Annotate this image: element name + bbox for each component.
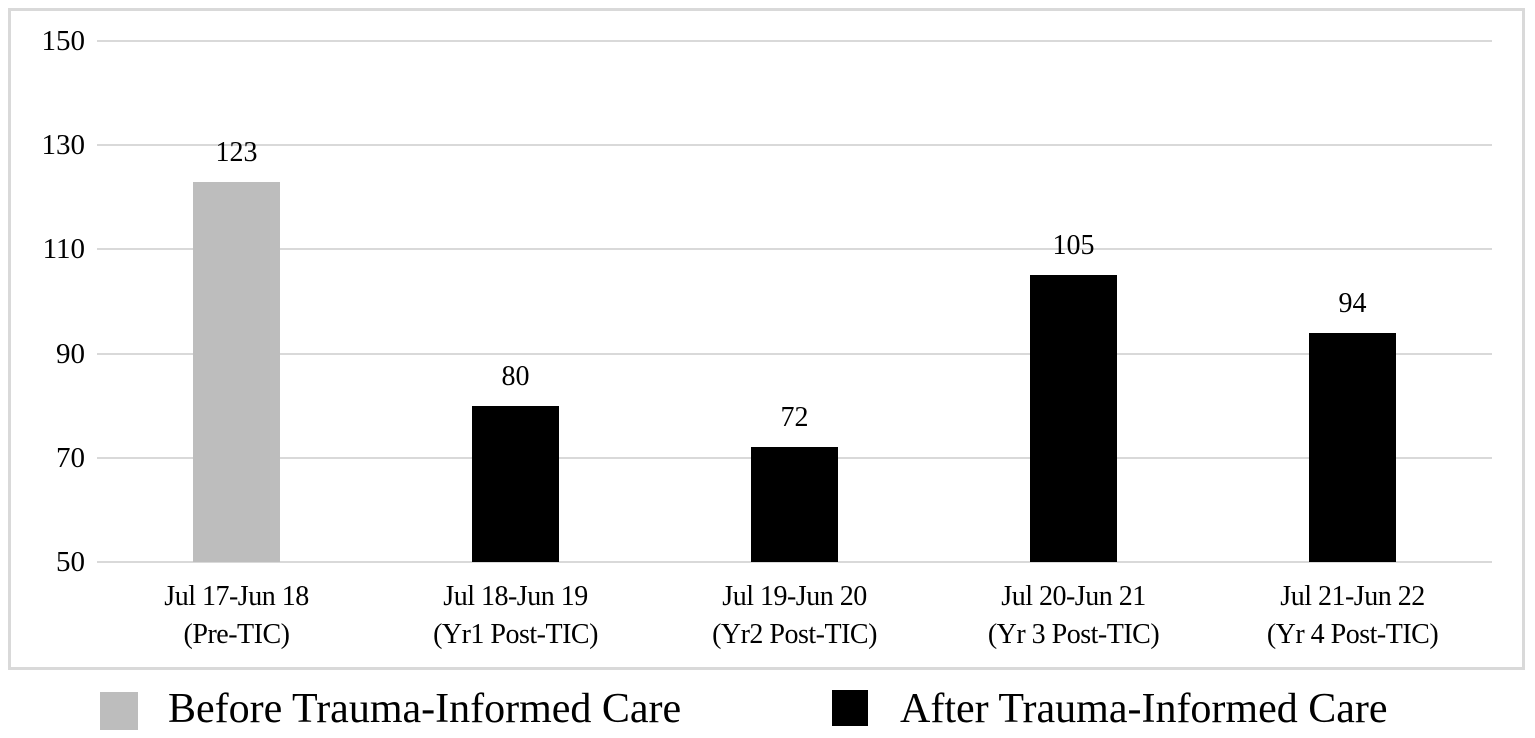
bar-4 <box>1030 275 1117 562</box>
x-label-phase: (Yr1 Post-TIC) <box>433 619 598 650</box>
bar-2 <box>472 405 559 562</box>
gridline-150 <box>97 40 1492 42</box>
x-label-phase: (Yr2 Post-TIC) <box>712 619 877 650</box>
x-label-period: Jul 17-Jun 18 <box>164 581 309 612</box>
x-label-period: Jul 18-Jun 19 <box>443 581 588 612</box>
legend-swatch-before <box>100 692 138 730</box>
bar-value-label: 105 <box>1052 230 1095 262</box>
x-category-label: Jul 19-Jun 20 (Yr2 Post-TIC) <box>655 578 934 654</box>
bar-value-label: 94 <box>1338 287 1367 319</box>
legend-swatch-after <box>832 690 868 726</box>
y-tick-label-150: 150 <box>41 25 86 57</box>
y-tick-label-90: 90 <box>56 337 85 370</box>
x-label-period: Jul 20-Jun 21 <box>1001 581 1146 612</box>
bar-3 <box>751 447 838 562</box>
bar-5 <box>1309 332 1396 562</box>
x-category-label: Jul 18-Jun 19 (Yr1 Post-TIC) <box>376 578 655 654</box>
x-category-label: Jul 21-Jun 22 (Yr 4 Post-TIC) <box>1213 578 1492 654</box>
x-category-label: Jul 20-Jun 21 (Yr 3 Post-TIC) <box>934 578 1213 654</box>
bar-value-label: 123 <box>215 136 258 168</box>
gridline-110 <box>97 248 1492 251</box>
y-tick-label-130: 130 <box>41 129 86 162</box>
gridline-90 <box>97 352 1492 355</box>
x-label-phase: (Yr 4 Post-TIC) <box>1266 619 1439 650</box>
bar-value-label: 80 <box>501 360 530 392</box>
x-label-period: Jul 19-Jun 20 <box>722 581 867 612</box>
x-label-phase: (Pre-TIC) <box>183 619 290 650</box>
gridline-130 <box>97 144 1492 147</box>
gridline-50 <box>97 561 1492 563</box>
y-tick-label-50: 50 <box>56 546 85 578</box>
x-category-label: Jul 17-Jun 18 (Pre-TIC) <box>97 578 376 654</box>
legend-label-after: After Trauma-Informed Care <box>900 686 1388 732</box>
bar-1 <box>193 181 280 562</box>
y-tick-label-110: 110 <box>42 233 85 266</box>
legend-label-before: Before Trauma-Informed Care <box>168 686 682 732</box>
legend: Before Trauma-Informed Care After Trauma… <box>0 680 1535 738</box>
x-label-period: Jul 21-Jun 22 <box>1280 581 1425 612</box>
bar-value-label: 72 <box>780 402 809 434</box>
plot-area: 123 80 72 105 94 <box>97 40 1492 563</box>
x-label-phase: (Yr 3 Post-TIC) <box>987 619 1160 650</box>
y-tick-label-70: 70 <box>56 441 85 474</box>
